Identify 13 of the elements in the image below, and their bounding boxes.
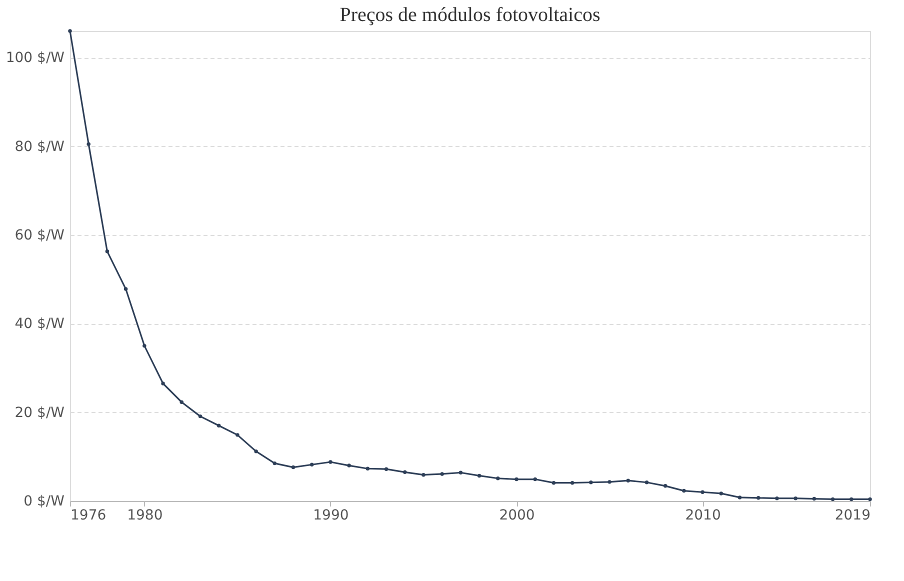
x-tick-label: 2000 <box>499 508 535 524</box>
y-tick-label: 20 $/W <box>14 404 65 421</box>
x-tick-label: 1976 <box>70 508 106 524</box>
x-tick-label: 2019 <box>834 508 870 524</box>
y-tick-label: 80 $/W <box>14 138 65 155</box>
y-tick-label: 0 $/W <box>24 494 65 510</box>
x-tick-label: 2010 <box>685 508 721 524</box>
x-tick-label: 1990 <box>313 508 349 524</box>
y-tick-label: 60 $/W <box>14 227 65 244</box>
chart-title: Preços de módulos fotovoltaicos <box>340 4 600 26</box>
y-tick-label: 40 $/W <box>14 316 65 332</box>
y-tick-label: 100 $/W <box>6 50 65 66</box>
x-tick-label: 1980 <box>127 508 163 524</box>
